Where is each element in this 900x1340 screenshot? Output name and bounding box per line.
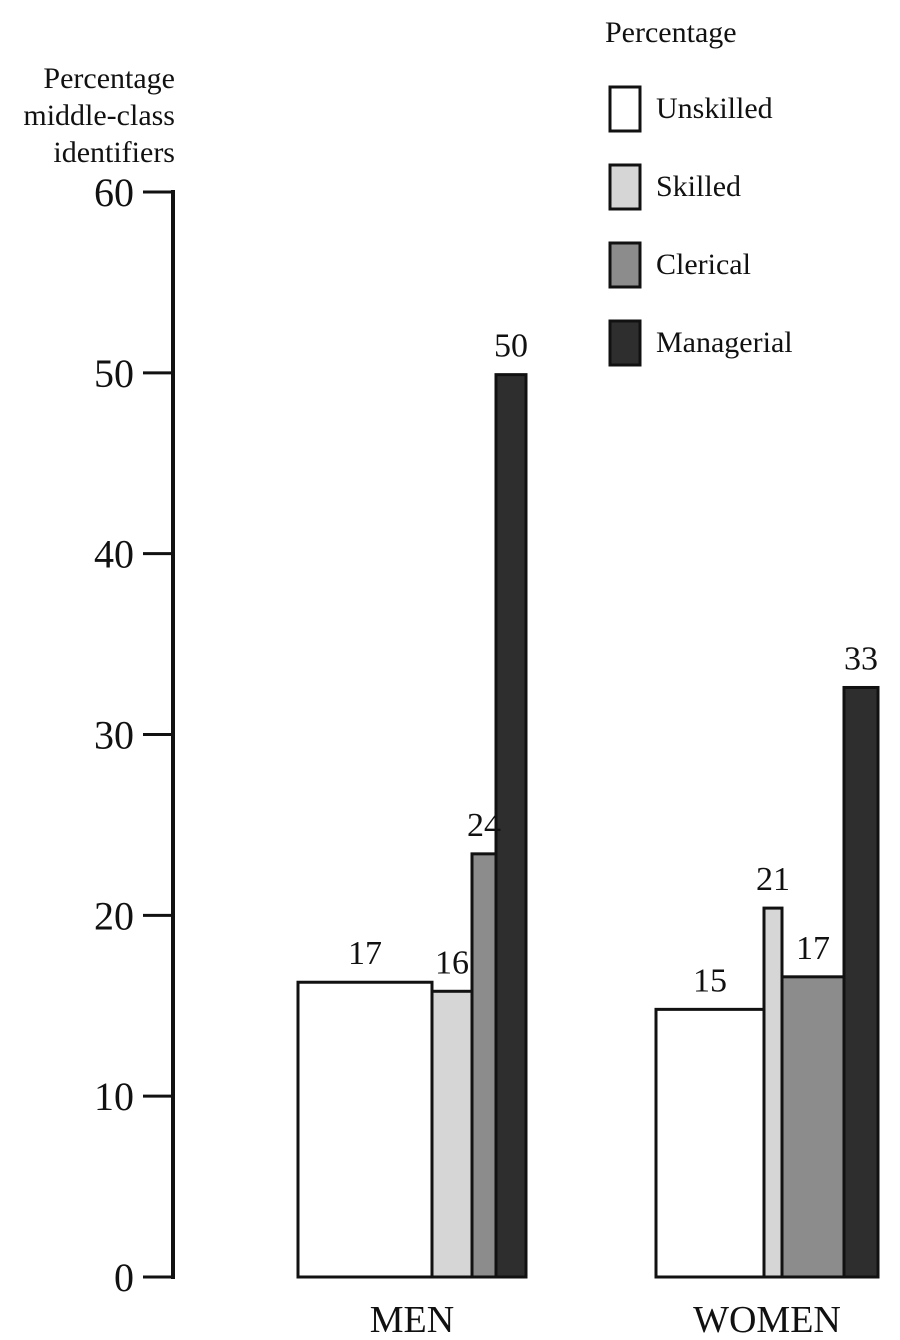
bar-women-managerial	[842, 685, 880, 1279]
category-labels: MEN WOMEN	[370, 1299, 841, 1340]
data-label-women-managerial: 33	[844, 640, 878, 677]
legend-label-clerical: Clerical	[656, 248, 751, 281]
legend-swatch-managerial	[608, 319, 642, 367]
data-label-women-unskilled: 15	[693, 962, 727, 999]
y-tick-label: 60	[94, 170, 134, 215]
bar-men-clerical	[470, 852, 498, 1279]
legend: Percentage Unskilled Skilled Clerical Manag…	[605, 16, 793, 367]
data-label-men-skilled: 16	[435, 944, 469, 981]
data-label-men-managerial: 50	[494, 328, 528, 365]
legend-label-skilled: Skilled	[656, 170, 741, 203]
bar-men-skilled	[430, 989, 474, 1279]
bar-men-managerial	[494, 373, 528, 1279]
y-tick-label: 10	[94, 1074, 134, 1119]
y-axis-label-line-3: identifiers	[53, 136, 175, 169]
bar-men-unskilled	[296, 980, 434, 1279]
y-tick-label: 30	[94, 713, 134, 758]
category-label-men: MEN	[370, 1299, 454, 1340]
data-label-women-clerical: 17	[796, 930, 830, 967]
y-tick-label: 40	[94, 532, 134, 577]
legend-title: Percentage	[605, 16, 737, 49]
y-axis-label-line-1: Percentage	[43, 62, 175, 95]
data-label-men-unskilled: 17	[348, 935, 382, 972]
legend-label-managerial: Managerial	[656, 326, 793, 359]
y-tick-label: 0	[114, 1255, 134, 1300]
y-axis-label: Percentage middle-class identifiers	[23, 62, 175, 169]
legend-swatch-clerical	[608, 241, 642, 289]
category-label-women: WOMEN	[693, 1299, 841, 1340]
data-label-men-clerical: 24	[467, 807, 501, 844]
bar-women-unskilled	[654, 1007, 766, 1279]
y-tick-label: 50	[94, 351, 134, 396]
y-axis: 0 10 20 30 40 50 60	[94, 170, 175, 1300]
y-tick-label: 20	[94, 893, 134, 938]
legend-swatch-unskilled	[608, 85, 642, 133]
bars	[296, 373, 880, 1279]
y-axis-label-line-2: middle-class	[23, 99, 175, 132]
legend-swatch-skilled	[608, 163, 642, 211]
legend-label-unskilled: Unskilled	[656, 92, 773, 125]
bar-women-clerical	[780, 975, 846, 1279]
bar-women-skilled	[762, 906, 784, 1279]
data-label-women-skilled: 21	[756, 861, 790, 898]
